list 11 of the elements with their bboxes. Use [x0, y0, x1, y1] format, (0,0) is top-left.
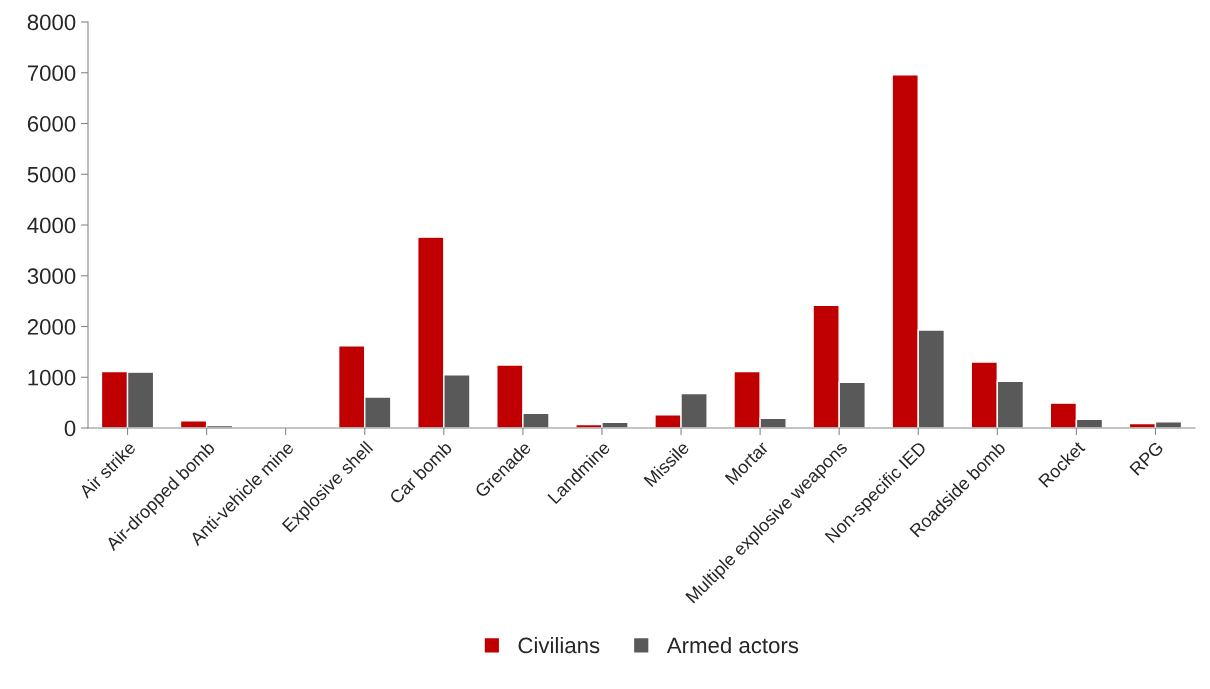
- y-tick-label: 5000: [27, 166, 76, 183]
- y-tick-label: 8000: [27, 14, 76, 31]
- y-tick-label: 6000: [27, 116, 76, 132]
- y-tick-label: 4000: [27, 217, 76, 234]
- legend-label: Armed actors: [666, 636, 799, 654]
- y-tick-label: 0: [64, 420, 76, 437]
- y-tick-label: 3000: [27, 268, 76, 285]
- y-tick-label: 7000: [27, 65, 76, 82]
- y-tick-label: 1000: [28, 369, 76, 386]
- legend-label: Civilians: [518, 636, 600, 654]
- y-tick-label: 2000: [27, 319, 76, 335]
